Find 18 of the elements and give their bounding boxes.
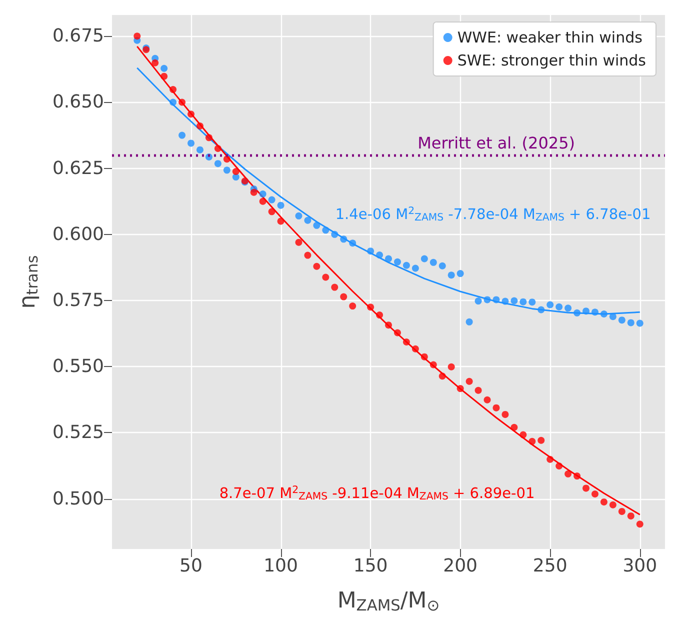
x-tick-label: 300 (622, 556, 658, 576)
y-tick-label: 0.600 (52, 224, 104, 245)
y-tick-label: 0.525 (52, 422, 104, 444)
y-tick-label: 0.500 (52, 488, 104, 510)
y-tick-label: 0.625 (52, 158, 104, 179)
legend-label: WWE: weaker thin winds (457, 28, 643, 46)
ref-line-label: Merritt et al. (2025) (418, 134, 575, 153)
y-axis-title: ηtrans (16, 255, 42, 309)
y-tick-label: 0.650 (52, 92, 104, 113)
x-tick-label: 50 (180, 556, 202, 576)
x-tick-label: 250 (532, 556, 568, 576)
x-tick-label: 150 (353, 556, 388, 576)
x-tick-label: 100 (264, 556, 298, 576)
x-tick-label: 200 (443, 556, 478, 576)
legend-label: SWE: stronger thin winds (457, 52, 646, 70)
y-tick-label: 0.575 (52, 290, 104, 312)
y-tick-label: 0.675 (52, 26, 104, 47)
y-tick-label: 0.550 (52, 356, 104, 378)
